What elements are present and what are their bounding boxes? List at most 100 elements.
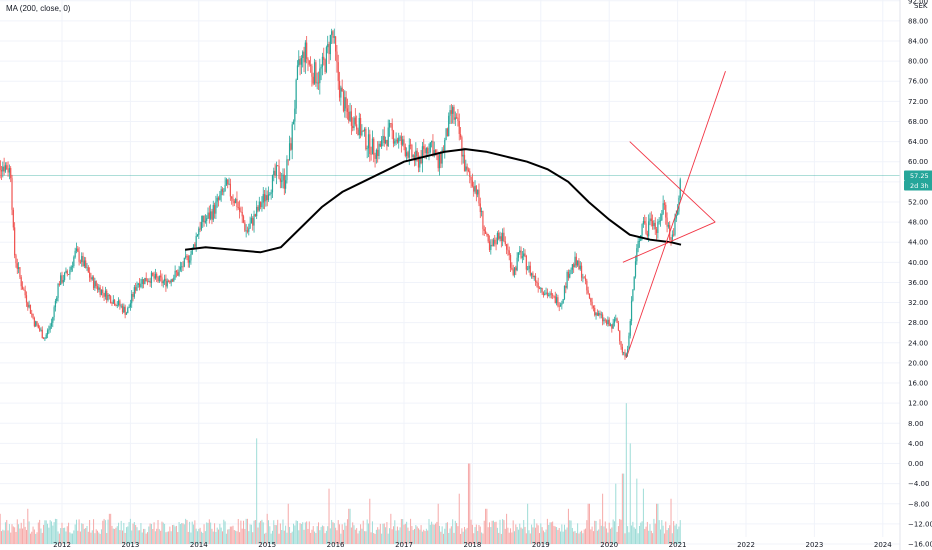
volume-bar	[110, 513, 112, 544]
candle-body	[407, 152, 409, 158]
volume-bar	[549, 522, 551, 544]
volume-bar	[550, 522, 552, 544]
volume-bar	[274, 524, 276, 544]
candle-body	[115, 305, 117, 307]
candle-body	[431, 140, 433, 143]
volume-bar	[248, 531, 250, 544]
last-price-badge: 57.25 2d 3h	[904, 170, 932, 191]
candle-body	[229, 183, 231, 197]
candle-body	[187, 256, 189, 263]
y-axis[interactable]: 96.0092.0088.0084.0080.0076.0072.0068.00…	[899, 0, 932, 550]
candle-body	[196, 234, 199, 237]
candle-body	[123, 306, 125, 313]
y-tick-label: 64.00	[908, 138, 928, 146]
volume-bar	[540, 523, 542, 544]
volume-bar	[240, 520, 242, 544]
candle-body	[349, 111, 351, 121]
volume-bar	[519, 523, 521, 544]
candle-body	[378, 143, 380, 156]
y-tick-label: 40.00	[908, 259, 928, 267]
volume-bar	[545, 529, 547, 544]
candle-body	[423, 146, 425, 150]
volume-bar	[262, 522, 264, 544]
volume-bar	[220, 527, 222, 544]
volume-bar	[52, 525, 54, 544]
x-tick-label: 2017	[395, 541, 413, 549]
candle-body	[165, 278, 167, 287]
candle-body	[183, 257, 185, 267]
candle-body	[587, 290, 589, 294]
candle-body	[371, 138, 374, 155]
candle-body	[236, 198, 238, 208]
volume-bar	[241, 528, 243, 544]
volume-bar	[31, 531, 33, 544]
candle-body	[207, 212, 209, 219]
candle-body	[315, 62, 317, 84]
volume-bar	[407, 527, 409, 544]
candle-body	[667, 225, 669, 227]
y-tick-label: 20.00	[908, 359, 928, 367]
volume-bar	[490, 527, 492, 544]
candle-body	[291, 124, 293, 150]
candle-body	[71, 266, 74, 267]
candle-body	[69, 269, 71, 275]
volume-bar	[611, 527, 613, 544]
candle-body	[199, 228, 201, 230]
candle-body	[609, 324, 612, 326]
volume-bar	[81, 523, 83, 544]
candle-body	[116, 304, 118, 306]
volume-bar	[106, 532, 108, 544]
volume-bar	[120, 520, 122, 544]
volume-bar	[417, 528, 419, 544]
candle-body	[221, 189, 224, 192]
candle-body	[627, 349, 629, 354]
volume-bar	[124, 532, 126, 544]
volume-bar	[206, 522, 208, 544]
volume-bar	[311, 529, 313, 544]
volume-bar	[569, 520, 571, 544]
volume-bar	[24, 526, 26, 544]
volume-bar	[665, 521, 667, 544]
volume-bar	[182, 523, 184, 544]
candle-body	[332, 31, 334, 38]
volume-bar	[258, 522, 260, 544]
volume-bar	[402, 519, 404, 544]
volume-bar	[404, 523, 406, 544]
volume-bar	[414, 528, 416, 544]
candle-body	[190, 254, 192, 261]
countdown-badge-text: 2d 3h	[910, 182, 929, 190]
volume-bar	[14, 527, 16, 544]
candle-body	[140, 283, 142, 287]
candle-body	[2, 166, 4, 172]
candle-body	[158, 275, 160, 282]
volume-bar	[136, 527, 138, 544]
volume-bar	[475, 524, 477, 544]
indicator-label[interactable]: MA (200, close, 0)	[6, 4, 71, 13]
volume-bar	[286, 532, 288, 544]
candle-body	[473, 186, 475, 192]
candle-body	[86, 267, 88, 269]
candle-body	[662, 203, 664, 214]
volume-bar	[582, 533, 584, 544]
volume-bar	[83, 528, 85, 544]
volume-bar	[173, 524, 175, 544]
volume-bar	[485, 508, 487, 544]
volume-bar	[122, 530, 124, 544]
volume-bar	[607, 532, 609, 544]
candle-body	[317, 82, 320, 84]
volume-bar	[507, 527, 509, 544]
y-tick-label: 72.00	[908, 98, 928, 106]
candle-body	[465, 166, 467, 172]
candle-body	[107, 294, 109, 301]
volume-bar	[462, 531, 464, 544]
volume-bar	[287, 503, 289, 544]
volume-bar	[123, 522, 125, 544]
volume-bar	[266, 513, 268, 544]
volume-bar	[68, 522, 70, 544]
volume-bar	[285, 525, 287, 544]
trendlines[interactable]	[622, 71, 726, 359]
candle-body	[671, 234, 673, 240]
volume-bar	[412, 530, 414, 544]
x-axis[interactable]: 2012 2013 2014 2015 2016 2017 2018 2019 2020 2021…	[53, 541, 892, 549]
